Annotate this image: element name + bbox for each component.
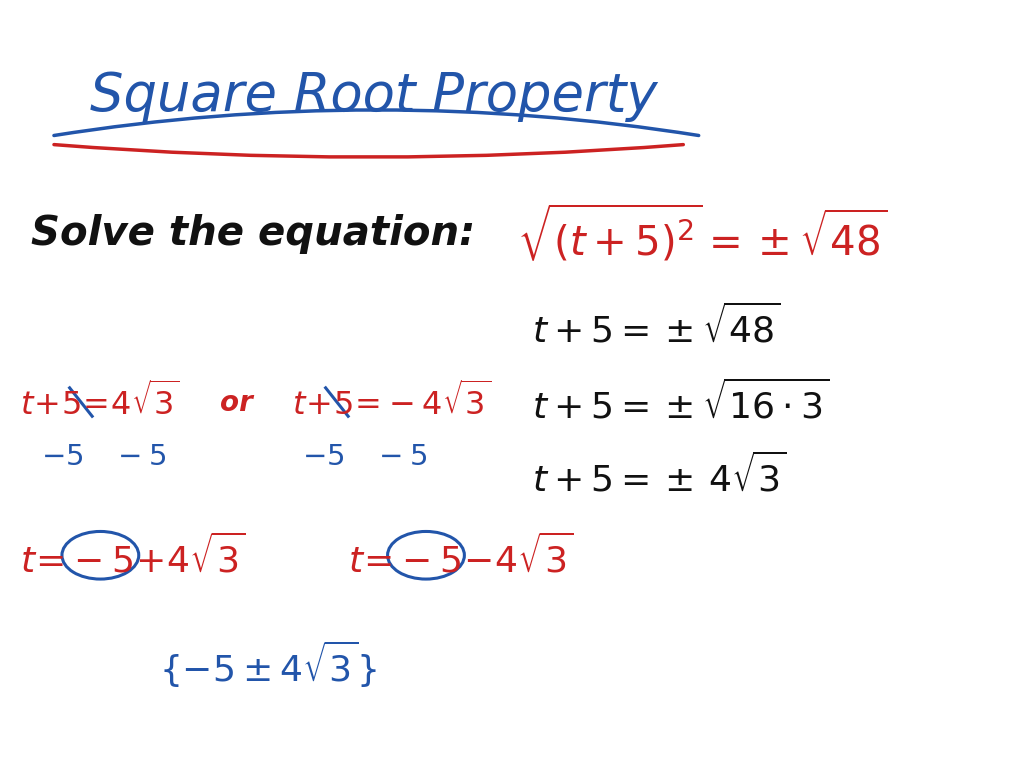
Text: Square Root Property: Square Root Property [90,70,657,122]
Text: $t\!+\!5\!=\!4\sqrt{3}$: $t\!+\!5\!=\!4\sqrt{3}$ [20,383,180,423]
Text: $-5 \quad -5$: $-5 \quad -5$ [302,443,427,471]
Text: $t\!=\!-5\!+\!4\sqrt{3}$: $t\!=\!-5\!+\!4\sqrt{3}$ [20,534,246,580]
Text: $\{-5 \pm 4\sqrt{3}\}$: $\{-5 \pm 4\sqrt{3}\}$ [159,639,377,690]
Text: $t\!+\!5\!=\!-4\sqrt{3}$: $t\!+\!5\!=\!-4\sqrt{3}$ [292,383,492,423]
Text: $t+5 = \pm\, 4\sqrt{3}$: $t+5 = \pm\, 4\sqrt{3}$ [532,453,787,499]
Text: $-5 \quad -5$: $-5 \quad -5$ [41,443,166,471]
Text: $t+5 = \pm\sqrt{48}$: $t+5 = \pm\sqrt{48}$ [532,303,781,349]
Text: Solve the equation:: Solve the equation: [31,214,475,254]
Text: or: or [220,389,253,417]
Text: $t\!=\!-5\!-\!4\sqrt{3}$: $t\!=\!-5\!-\!4\sqrt{3}$ [348,534,573,580]
Text: $t+5 = \pm\sqrt{16 \cdot 3}$: $t+5 = \pm\sqrt{16 \cdot 3}$ [532,380,830,426]
Text: $\sqrt{(t+5)^{2}} = \pm\sqrt{48}$: $\sqrt{(t+5)^{2}} = \pm\sqrt{48}$ [517,204,888,265]
